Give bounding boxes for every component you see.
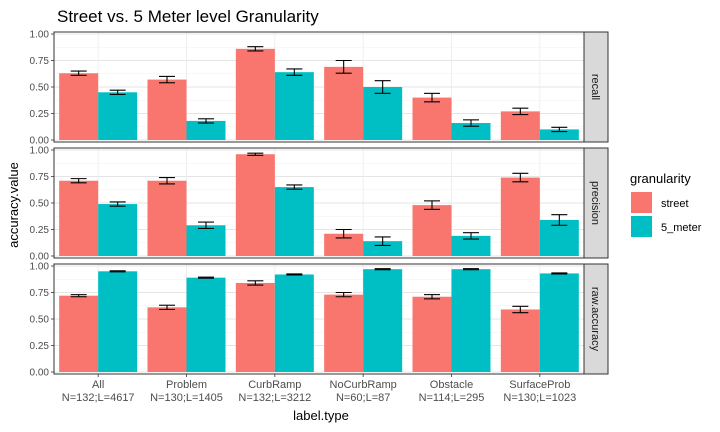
x-tick-label: CurbRamp: [248, 379, 301, 391]
y-tick-label: 0.50: [30, 83, 50, 94]
facet-panel-recall: 0.00 0.25 0.50 0.75 1.00 recall: [30, 30, 609, 147]
bar-5_meter-All: [98, 204, 138, 256]
facet-strip: [583, 31, 609, 143]
bar-street-Problem: [147, 180, 187, 256]
bar-street-Obstacle: [412, 296, 452, 372]
y-tick-label: 0.25: [30, 341, 50, 352]
facet-panels: 0.000.250.500.751.00recall0.000.250.500.…: [30, 30, 609, 379]
bar-5_meter-Obstacle: [451, 235, 491, 256]
y-tick-label: 0.75: [30, 172, 50, 183]
bar-street-CurbRamp: [235, 154, 275, 256]
bar-5_meter-CurbRamp: [274, 187, 314, 256]
facet-panel-raw.accuracy: 0.00 0.25 0.50 0.75 1.00 raw.accuracy: [30, 262, 609, 379]
facet-strip-label-recall: recall: [589, 74, 601, 100]
y-tick-label: 0.75: [30, 288, 50, 299]
bar-5_meter-Problem: [186, 225, 226, 256]
bar-5_meter-SurfaceProb: [539, 273, 579, 372]
bar-street-NoCurbRamp: [324, 66, 364, 140]
y-tick-label: 1.00: [30, 30, 50, 41]
facet-strip: [583, 147, 609, 259]
y-tick-label: 0.25: [30, 109, 50, 120]
x-axis-title: label.type: [293, 408, 349, 423]
legend-label-5_meter: 5_meter: [661, 222, 702, 234]
x-tick-label: Problem: [166, 379, 207, 391]
chart-title: Street vs. 5 Meter level Granularity: [57, 7, 319, 26]
x-tick-sublabel: N=130;L=1023: [503, 392, 576, 404]
x-tick-sublabel: N=132;L=4617: [62, 392, 135, 404]
facet-panel-precision: 0.00 0.25 0.50 0.75 1.00 precision: [30, 146, 609, 263]
y-tick-label: 0.00: [30, 368, 50, 379]
legend-label-street: street: [661, 198, 689, 210]
bar-street-CurbRamp: [235, 48, 275, 141]
y-tick-label: 0.50: [30, 199, 50, 210]
bar-5_meter-NoCurbRamp: [363, 87, 403, 140]
x-tick-label: NoCurbRamp: [330, 379, 397, 391]
y-axis-title: accuracy.value: [6, 162, 21, 248]
y-tick-label: 1.00: [30, 146, 50, 157]
legend: granularity street 5_meter: [630, 171, 702, 237]
facet-strip: [583, 263, 609, 375]
facet-strip-label-raw.accuracy: raw.accuracy: [589, 287, 601, 352]
bar-5_meter-SurfaceProb: [539, 129, 579, 140]
x-tick-label: All: [92, 379, 104, 391]
bar-street-SurfaceProb: [500, 111, 540, 140]
bar-5_meter-All: [98, 92, 138, 140]
x-tick-sublabel: N=60;L=87: [336, 392, 390, 404]
legend-key-street: [631, 192, 652, 213]
bar-street-Obstacle: [412, 97, 452, 140]
bar-street-Problem: [147, 79, 187, 140]
bar-5_meter-Obstacle: [451, 269, 491, 372]
bar-5_meter-Problem: [186, 120, 226, 140]
bar-5_meter-Problem: [186, 277, 226, 372]
bar-street-Problem: [147, 307, 187, 372]
bar-5_meter-All: [98, 271, 138, 372]
facet-strip-label-precision: precision: [589, 181, 601, 225]
y-tick-label: 0.50: [30, 315, 50, 326]
bar-street-All: [59, 73, 99, 140]
bar-street-All: [59, 295, 99, 372]
bar-5_meter-Obstacle: [451, 123, 491, 140]
bar-street-CurbRamp: [235, 282, 275, 372]
y-tick-label: 0.25: [30, 225, 50, 236]
bar-street-SurfaceProb: [500, 177, 540, 256]
bar-street-NoCurbRamp: [324, 294, 364, 372]
bar-5_meter-CurbRamp: [274, 72, 314, 140]
bar-5_meter-NoCurbRamp: [363, 241, 403, 256]
y-tick-label: 0.00: [30, 136, 50, 147]
x-tick-sublabel: N=132;L=3212: [238, 392, 311, 404]
bar-street-NoCurbRamp: [324, 233, 364, 256]
y-tick-label: 1.00: [30, 262, 50, 273]
legend-title: granularity: [630, 171, 691, 186]
bar-5_meter-SurfaceProb: [539, 219, 579, 256]
bar-street-SurfaceProb: [500, 309, 540, 372]
bar-street-Obstacle: [412, 205, 452, 256]
y-tick-label: 0.00: [30, 252, 50, 263]
y-tick-label: 0.75: [30, 56, 50, 67]
legend-key-5_meter: [631, 216, 652, 237]
x-tick-sublabel: N=114;L=295: [419, 392, 485, 404]
bar-street-All: [59, 180, 99, 256]
x-tick-sublabel: N=130;L=1405: [150, 392, 223, 404]
bar-5_meter-CurbRamp: [274, 274, 314, 372]
x-tick-label: SurfaceProb: [509, 379, 570, 391]
x-tick-label: Obstacle: [430, 379, 473, 391]
bar-5_meter-NoCurbRamp: [363, 269, 403, 372]
